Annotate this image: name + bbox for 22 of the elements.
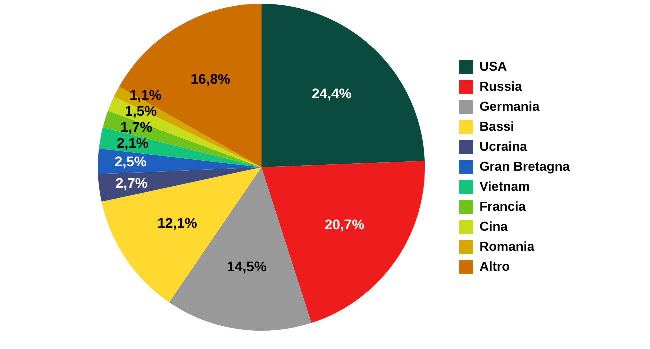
legend-label: Ucraina [480, 139, 528, 154]
data-label: 1,1% [130, 86, 162, 103]
legend-label: Russia [480, 79, 524, 94]
data-label: 16,8% [190, 70, 231, 87]
data-label: 12,1% [158, 214, 198, 231]
legend-label: Romania [480, 239, 536, 254]
legend-label: Gran Bretagna [480, 159, 571, 174]
data-label: 2,1% [116, 134, 150, 151]
legend-label: Francia [480, 199, 527, 214]
data-label: 2,7% [116, 174, 148, 191]
legend-label: Cina [480, 219, 509, 234]
legend-label: Altro [480, 259, 510, 274]
legend-label: Vietnam [480, 179, 530, 194]
data-label: 24,4% [312, 85, 352, 102]
data-label: 1,7% [120, 118, 154, 135]
data-label: 1,5% [125, 102, 158, 119]
legend-label: USA [480, 59, 508, 74]
legend-label: Bassi [480, 119, 514, 134]
data-label: 14,5% [227, 258, 268, 275]
data-label: 2,5% [114, 154, 148, 170]
legend-label: Germania [480, 99, 540, 114]
data-label: 20,7% [324, 216, 366, 232]
